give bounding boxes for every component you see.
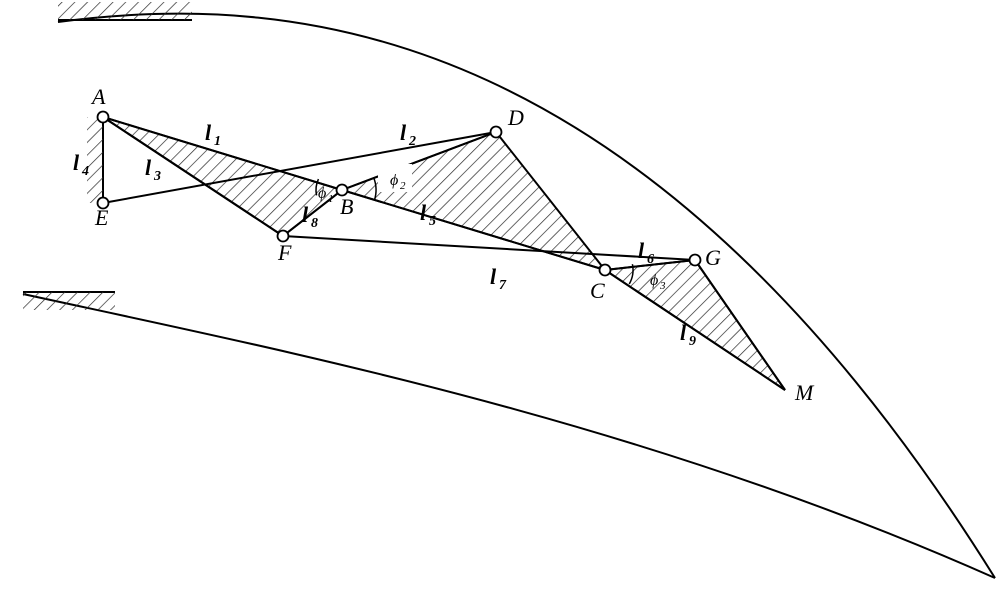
link-label-l9: l: [680, 320, 687, 345]
link-label-l2-sub: 2: [408, 134, 416, 149]
airfoil-lower: [23, 294, 995, 578]
node-label-B: B: [340, 194, 353, 219]
link-label-l8: l: [302, 202, 309, 227]
angle-label-phi2: ϕ: [390, 172, 398, 189]
link-label-l5-sub: 5: [429, 214, 436, 229]
node-label-D: D: [507, 105, 524, 130]
link-label-l3-sub: 3: [153, 169, 161, 184]
ground-top-hatch: [58, 2, 192, 20]
link-label-l1: l: [205, 120, 212, 145]
angle-label-phi3: ϕ: [650, 272, 658, 289]
link-label-l1-sub: 1: [214, 134, 221, 149]
link-label-l9-sub: 9: [689, 334, 696, 349]
node-label-F: F: [277, 240, 292, 265]
angle-label-phi2-sub: 2: [400, 180, 406, 192]
link-label-l4: l: [73, 150, 80, 175]
link-label-l6-sub: 6: [647, 252, 654, 267]
link-label-l6: l: [638, 238, 645, 263]
link-label-l8-sub: 8: [311, 216, 318, 231]
pivot-D: [491, 127, 502, 138]
angle-label-phi1: ϕ: [318, 185, 326, 202]
pivot-A: [98, 112, 109, 123]
pivot-G: [690, 255, 701, 266]
angle-label-phi1-sub: 1: [328, 193, 334, 205]
angle-label-phi3-sub: 3: [659, 280, 666, 292]
link-label-l5: l: [420, 200, 427, 225]
link-label-l3: l: [145, 155, 152, 180]
node-label-C: C: [590, 278, 605, 303]
node-label-A: A: [90, 84, 106, 109]
ground-AE-hatch: [87, 117, 103, 203]
link-label-l7: l: [490, 264, 497, 289]
link-label-l7-sub: 7: [499, 278, 507, 293]
node-label-E: E: [94, 205, 109, 230]
mechanism-diagram: ϕ1ϕ2ϕ3ABCDEFGMl1l2l3l4l5l6l7l8l9: [0, 0, 1000, 594]
pivot-C: [600, 265, 611, 276]
link-label-l4-sub: 4: [81, 164, 89, 179]
link-label-l2: l: [400, 120, 407, 145]
node-label-M: M: [794, 380, 815, 405]
ground-left-hatch: [23, 292, 115, 310]
link-l7: [283, 236, 695, 260]
node-label-G: G: [705, 245, 721, 270]
airfoil-upper: [58, 14, 995, 578]
